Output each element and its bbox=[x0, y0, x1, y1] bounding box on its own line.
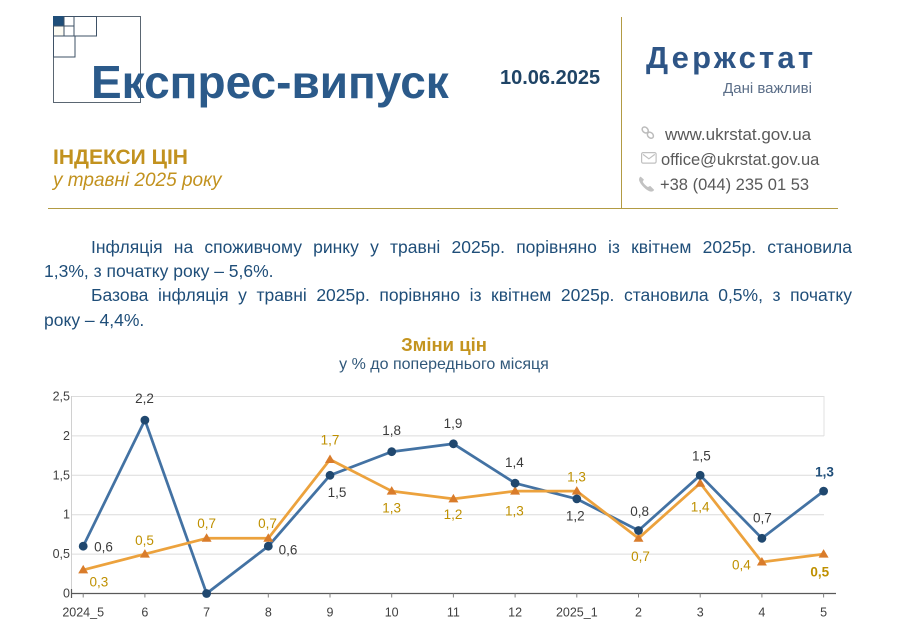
svg-text:0: 0 bbox=[63, 587, 70, 601]
svg-text:0,7: 0,7 bbox=[258, 516, 277, 531]
svg-text:8: 8 bbox=[265, 606, 272, 620]
svg-text:0,7: 0,7 bbox=[197, 516, 216, 531]
svg-text:0,7: 0,7 bbox=[631, 549, 650, 564]
svg-text:9: 9 bbox=[327, 606, 334, 620]
svg-text:0,5: 0,5 bbox=[810, 565, 829, 580]
svg-text:1,2: 1,2 bbox=[444, 507, 463, 522]
svg-text:2,2: 2,2 bbox=[135, 391, 154, 406]
svg-text:0,5: 0,5 bbox=[135, 533, 154, 548]
svg-text:0,7: 0,7 bbox=[753, 510, 772, 525]
svg-text:2: 2 bbox=[635, 606, 642, 620]
svg-text:1: 1 bbox=[63, 508, 70, 522]
svg-text:0,5: 0,5 bbox=[53, 547, 70, 561]
svg-text:1,3: 1,3 bbox=[567, 470, 586, 485]
svg-text:1,3: 1,3 bbox=[815, 465, 834, 480]
svg-text:5: 5 bbox=[820, 606, 827, 620]
svg-text:1,5: 1,5 bbox=[692, 449, 711, 464]
svg-text:0,6: 0,6 bbox=[94, 540, 113, 555]
svg-text:2024_5: 2024_5 bbox=[62, 606, 104, 620]
svg-text:1,8: 1,8 bbox=[382, 423, 401, 438]
svg-text:12: 12 bbox=[508, 606, 522, 620]
svg-text:1,7: 1,7 bbox=[321, 433, 340, 448]
svg-text:2: 2 bbox=[63, 429, 70, 443]
svg-text:2025_1: 2025_1 bbox=[556, 606, 598, 620]
svg-text:2,5: 2,5 bbox=[53, 390, 70, 404]
svg-text:1,4: 1,4 bbox=[691, 499, 710, 514]
svg-text:1,5: 1,5 bbox=[328, 485, 347, 500]
svg-text:0,3: 0,3 bbox=[90, 574, 109, 589]
svg-text:1,2: 1,2 bbox=[566, 508, 585, 523]
svg-text:0,4: 0,4 bbox=[732, 558, 751, 573]
svg-text:11: 11 bbox=[447, 606, 460, 620]
svg-text:1,3: 1,3 bbox=[505, 504, 524, 519]
svg-text:1,4: 1,4 bbox=[505, 455, 524, 470]
svg-text:0,8: 0,8 bbox=[630, 504, 649, 519]
svg-text:1,5: 1,5 bbox=[53, 468, 70, 482]
svg-text:10: 10 bbox=[385, 606, 399, 620]
svg-text:4: 4 bbox=[758, 606, 765, 620]
svg-text:7: 7 bbox=[203, 606, 210, 620]
svg-text:1,9: 1,9 bbox=[444, 416, 463, 431]
svg-text:1,3: 1,3 bbox=[382, 501, 401, 516]
svg-text:3: 3 bbox=[697, 606, 704, 620]
svg-text:0,6: 0,6 bbox=[279, 543, 298, 558]
svg-text:6: 6 bbox=[141, 606, 148, 620]
